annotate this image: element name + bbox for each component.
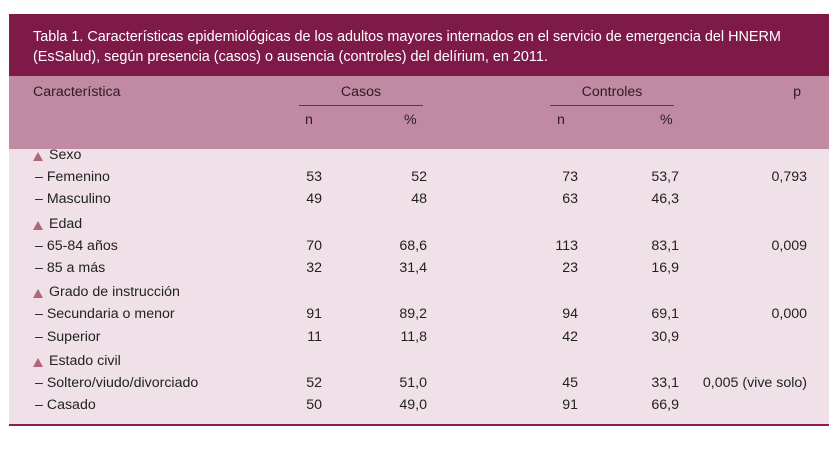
cell-cases-pct: 11,8 bbox=[400, 328, 427, 345]
cell-cases-n: 32 bbox=[306, 260, 322, 276]
cell-ctrl-n: 91 bbox=[562, 397, 578, 414]
cell-ctrl-pct: 66,9 bbox=[651, 397, 679, 414]
cell-ctrl-n: 45 bbox=[562, 375, 578, 391]
group-label: Sexo bbox=[49, 147, 82, 163]
cell-cases-pct: 52 bbox=[411, 169, 427, 186]
row-label: – Masculino bbox=[35, 191, 111, 208]
cell-cases-pct: 51,0 bbox=[399, 375, 427, 391]
table-header: Característica Casos Controles p n % n % bbox=[9, 76, 829, 149]
row-label: – Soltero/viudo/divorciado bbox=[35, 375, 199, 391]
header-cases-n: n bbox=[305, 112, 313, 128]
table-title: Tabla 1. Características epidemiológicas… bbox=[9, 14, 829, 76]
group-label: Grado de instrucción bbox=[49, 284, 180, 301]
cell-cases-n: 50 bbox=[306, 397, 322, 414]
header-cases-pct: % bbox=[404, 112, 417, 128]
header-controls-n: n bbox=[557, 112, 565, 128]
cell-cases-pct: 49,0 bbox=[399, 397, 427, 414]
table-figure: Tabla 1. Características epidemiológicas… bbox=[9, 14, 829, 426]
group-label: Estado civil bbox=[49, 352, 121, 369]
cell-p: 0,793 bbox=[771, 169, 807, 186]
cell-ctrl-n: 23 bbox=[562, 260, 578, 276]
header-cases: Casos bbox=[340, 84, 382, 100]
cell-cases-n: 11 bbox=[307, 328, 322, 345]
group-bullet-icon bbox=[33, 357, 43, 367]
row-label: – Secundaria o menor bbox=[35, 306, 175, 323]
cell-ctrl-pct: 53,7 bbox=[651, 169, 679, 186]
cell-ctrl-n: 94 bbox=[562, 306, 578, 323]
cell-cases-pct: 48 bbox=[411, 191, 427, 208]
cell-p: 0,009 bbox=[771, 237, 807, 254]
header-controls-pct: % bbox=[660, 112, 673, 128]
group-label: Edad bbox=[49, 215, 83, 232]
cell-cases-n: 52 bbox=[306, 375, 322, 391]
cell-cases-n: 70 bbox=[306, 237, 322, 254]
header-controls: Controles bbox=[581, 84, 643, 100]
cell-ctrl-n: 113 bbox=[555, 237, 578, 254]
row-label: – 85 a más bbox=[35, 260, 106, 276]
header-p: p bbox=[793, 84, 801, 100]
header-cases-rule bbox=[299, 105, 423, 106]
row-label: – Casado bbox=[35, 397, 96, 414]
group-bullet-icon bbox=[33, 152, 43, 161]
cell-cases-pct: 89,2 bbox=[399, 306, 427, 323]
row-label: – 65-84 años bbox=[35, 237, 118, 254]
cell-ctrl-pct: 83,1 bbox=[651, 237, 679, 254]
header-characteristic: Característica bbox=[33, 84, 121, 100]
cell-cases-n: 91 bbox=[306, 306, 322, 323]
cell-cases-pct: 31,4 bbox=[399, 260, 427, 276]
cell-ctrl-n: 63 bbox=[562, 191, 578, 208]
cell-p: 0,005 (vive solo) bbox=[702, 375, 807, 391]
cell-cases-pct: 68,6 bbox=[399, 237, 427, 254]
row-label: – Femenino bbox=[35, 169, 110, 186]
cell-p: 0,000 bbox=[771, 306, 807, 323]
header-controls-rule bbox=[550, 105, 674, 106]
cell-ctrl-pct: 69,1 bbox=[651, 306, 679, 323]
cell-ctrl-pct: 30,9 bbox=[651, 328, 679, 345]
cell-ctrl-pct: 46,3 bbox=[651, 191, 679, 208]
cell-ctrl-n: 73 bbox=[562, 169, 578, 186]
cell-cases-n: 49 bbox=[306, 191, 322, 208]
group-bullet-icon bbox=[33, 289, 43, 299]
cell-ctrl-n: 42 bbox=[562, 328, 578, 345]
cell-ctrl-pct: 16,9 bbox=[651, 260, 679, 276]
row-label: – Superior bbox=[35, 328, 101, 345]
cell-cases-n: 53 bbox=[306, 169, 322, 186]
group-bullet-icon bbox=[33, 220, 43, 230]
cell-ctrl-pct: 33,1 bbox=[651, 375, 679, 391]
